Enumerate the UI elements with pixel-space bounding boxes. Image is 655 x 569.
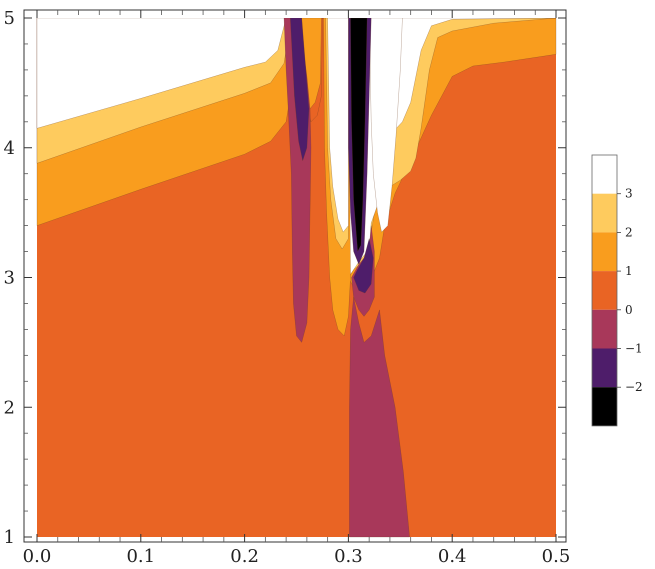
colorbar-frame	[591, 154, 618, 427]
plot-frame	[23, 9, 567, 543]
colorbar-label: −2	[625, 380, 643, 394]
colorbar-swatch-3	[592, 271, 617, 310]
x-tick-label: 0.0	[23, 546, 52, 567]
contour-regions	[36, 18, 557, 538]
colorbar-swatch-5	[592, 348, 617, 388]
colorbar-legend: 3 2 1 0 −1 −2	[591, 154, 643, 427]
colorbar-label: 3	[625, 187, 633, 201]
colorbar-label: 2	[625, 225, 633, 239]
colorbar-label: −1	[625, 342, 643, 356]
contour-region-10	[290, 18, 310, 162]
colorbar-label: 1	[625, 264, 633, 278]
x-tick-label: 0.5	[542, 546, 571, 567]
y-tick-label: 3	[4, 268, 15, 289]
colorbar-swatch-6	[592, 387, 617, 426]
axis-ticks	[24, 10, 566, 542]
colorbar-swatch-4	[592, 309, 617, 349]
y-tick-labels: 1 2 3 4 5	[4, 8, 15, 548]
x-tick-label: 0.1	[126, 546, 155, 567]
x-tick-labels: 0.0 0.1 0.2 0.3 0.4 0.5	[23, 546, 571, 567]
y-tick-label: 5	[4, 8, 15, 29]
colorbar-swatch-1	[592, 193, 617, 233]
x-tick-label: 0.3	[334, 546, 363, 567]
contour-region-11	[349, 296, 410, 538]
y-tick-label: 2	[4, 397, 15, 418]
contour-region-16	[350, 18, 368, 253]
y-tick-label: 1	[4, 527, 15, 548]
x-tick-label: 0.4	[438, 546, 467, 567]
contour-region-14	[368, 18, 403, 233]
colorbar-swatch-0	[592, 155, 617, 194]
colorbar-label: 0	[625, 303, 633, 317]
y-tick-label: 4	[4, 138, 15, 159]
x-tick-label: 0.2	[230, 546, 259, 567]
contour-region-13	[353, 238, 374, 294]
colorbar-swatch-2	[592, 232, 617, 272]
